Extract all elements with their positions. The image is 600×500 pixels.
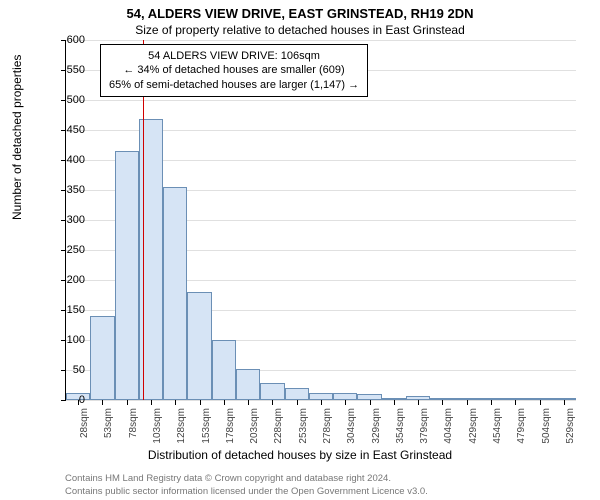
ytick-label: 450 xyxy=(45,124,85,136)
xtick-mark xyxy=(200,400,201,405)
xtick-label: 354sqm xyxy=(395,408,406,444)
xtick-label: 329sqm xyxy=(371,408,382,444)
xtick-mark xyxy=(127,400,128,405)
ytick-label: 350 xyxy=(45,184,85,196)
ytick-label: 50 xyxy=(45,364,85,376)
histogram-bar xyxy=(309,393,333,400)
xtick-mark xyxy=(151,400,152,405)
y-axis-label: Number of detached properties xyxy=(10,55,24,220)
xtick-mark xyxy=(321,400,322,405)
ytick-label: 150 xyxy=(45,304,85,316)
xtick-label: 529sqm xyxy=(565,408,576,444)
chart-subtitle: Size of property relative to detached ho… xyxy=(0,21,600,37)
xtick-mark xyxy=(540,400,541,405)
annotation-line2: ← 34% of detached houses are smaller (60… xyxy=(109,63,359,77)
xtick-label: 128sqm xyxy=(176,408,187,444)
footer-line1: Contains HM Land Registry data © Crown c… xyxy=(65,473,428,485)
ytick-label: 200 xyxy=(45,274,85,286)
xtick-label: 103sqm xyxy=(152,408,163,444)
ytick-label: 500 xyxy=(45,94,85,106)
xtick-mark xyxy=(370,400,371,405)
xtick-mark xyxy=(442,400,443,405)
xtick-label: 228sqm xyxy=(273,408,284,444)
xtick-label: 379sqm xyxy=(419,408,430,444)
xtick-label: 404sqm xyxy=(443,408,454,444)
histogram-bar xyxy=(236,369,260,400)
chart-title: 54, ALDERS VIEW DRIVE, EAST GRINSTEAD, R… xyxy=(0,0,600,21)
ytick-label: 600 xyxy=(45,34,85,46)
xtick-label: 178sqm xyxy=(225,408,236,444)
xtick-label: 153sqm xyxy=(201,408,212,444)
ytick-label: 100 xyxy=(45,334,85,346)
histogram-bar xyxy=(187,292,211,400)
annotation-line3: 65% of semi-detached houses are larger (… xyxy=(109,78,359,92)
xtick-label: 278sqm xyxy=(322,408,333,444)
histogram-bar xyxy=(212,340,236,400)
histogram-bar xyxy=(260,383,284,400)
xtick-label: 78sqm xyxy=(128,408,139,438)
xtick-label: 253sqm xyxy=(298,408,309,444)
xtick-mark xyxy=(102,400,103,405)
xtick-label: 454sqm xyxy=(492,408,503,444)
xtick-mark xyxy=(394,400,395,405)
xtick-mark xyxy=(491,400,492,405)
histogram-bar xyxy=(90,316,114,400)
xtick-label: 53sqm xyxy=(103,408,114,438)
xtick-mark xyxy=(345,400,346,405)
xtick-mark xyxy=(224,400,225,405)
footer-line2: Contains public sector information licen… xyxy=(65,486,428,498)
footer-attribution: Contains HM Land Registry data © Crown c… xyxy=(65,473,428,498)
ytick-label: 0 xyxy=(45,394,85,406)
xtick-label: 504sqm xyxy=(541,408,552,444)
ytick-label: 300 xyxy=(45,214,85,226)
xtick-mark xyxy=(175,400,176,405)
xtick-mark xyxy=(515,400,516,405)
x-axis-label: Distribution of detached houses by size … xyxy=(0,448,600,462)
xtick-mark xyxy=(467,400,468,405)
xtick-mark xyxy=(297,400,298,405)
histogram-bar xyxy=(115,151,139,400)
xtick-mark xyxy=(248,400,249,405)
xtick-mark xyxy=(564,400,565,405)
histogram-bar xyxy=(333,393,357,400)
xtick-mark xyxy=(272,400,273,405)
ytick-label: 550 xyxy=(45,64,85,76)
ytick-label: 400 xyxy=(45,154,85,166)
annotation-box: 54 ALDERS VIEW DRIVE: 106sqm ← 34% of de… xyxy=(100,44,368,97)
histogram-bar xyxy=(285,388,309,400)
xtick-label: 304sqm xyxy=(346,408,357,444)
xtick-mark xyxy=(418,400,419,405)
xtick-label: 429sqm xyxy=(468,408,479,444)
xtick-label: 28sqm xyxy=(79,408,90,438)
xtick-label: 479sqm xyxy=(516,408,527,444)
xtick-label: 203sqm xyxy=(249,408,260,444)
annotation-line1: 54 ALDERS VIEW DRIVE: 106sqm xyxy=(109,49,359,63)
histogram-bar xyxy=(163,187,187,400)
chart-container: 54, ALDERS VIEW DRIVE, EAST GRINSTEAD, R… xyxy=(0,0,600,500)
ytick-label: 250 xyxy=(45,244,85,256)
